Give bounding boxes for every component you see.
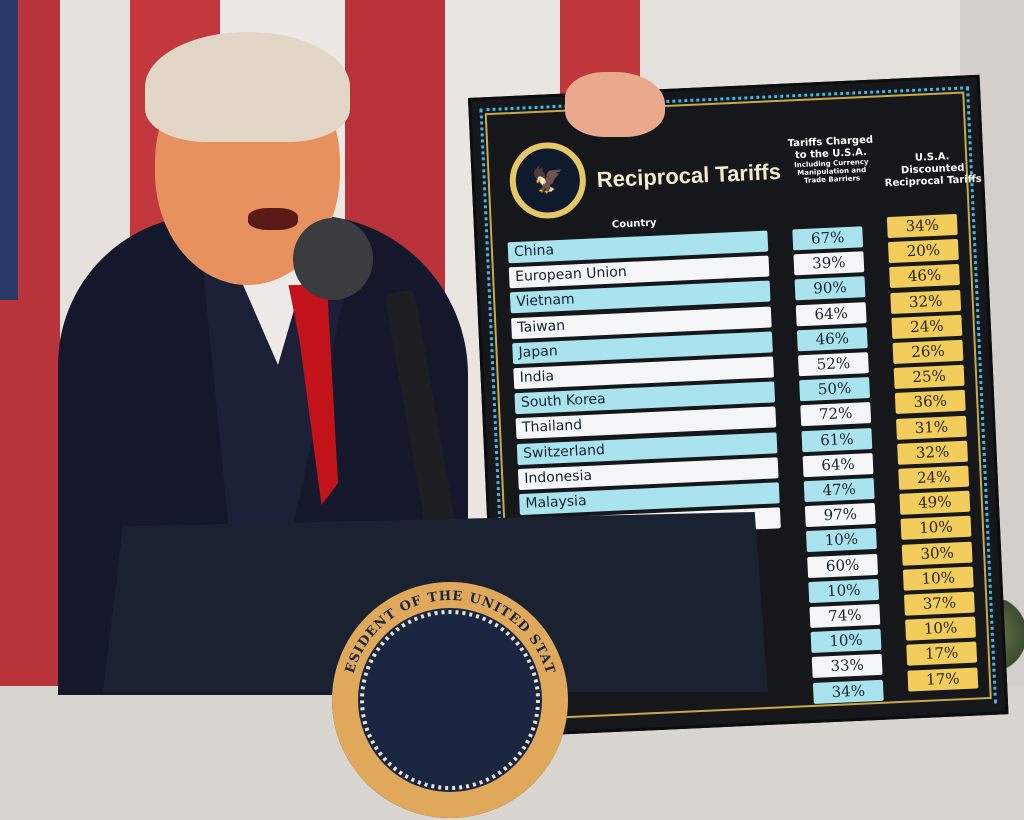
discounted-cell: 30% xyxy=(901,541,973,566)
header-charged-text: Tariffs Charged to the U.S.A. xyxy=(787,134,874,161)
mouth xyxy=(248,208,298,230)
charged-cell: 67% xyxy=(792,226,864,251)
discounted-cell: 32% xyxy=(890,289,962,314)
discounted-cell: 34% xyxy=(886,213,958,239)
discounted-cell: 31% xyxy=(895,415,967,440)
hand xyxy=(565,72,665,137)
discounted-cell: 10% xyxy=(905,616,977,641)
hair xyxy=(145,32,350,142)
charged-cell: 64% xyxy=(802,452,874,477)
podium-seal: PRESIDENT OF THE UNITED STATES xyxy=(324,569,568,818)
charged-cell: 39% xyxy=(793,251,865,276)
charged-cell: 47% xyxy=(803,477,875,503)
discounted-cell: 20% xyxy=(887,239,959,264)
header-charged: Tariffs Charged to the U.S.A. Including C… xyxy=(785,135,877,186)
charged-cell: 64% xyxy=(795,301,867,326)
discounted-cell: 24% xyxy=(898,465,970,490)
discounted-cell: 49% xyxy=(899,490,971,516)
charged-cell: 33% xyxy=(811,654,883,679)
charged-cell: 72% xyxy=(800,402,872,427)
charged-cell: 10% xyxy=(806,528,877,553)
charged-cell: 97% xyxy=(804,503,876,528)
discounted-cell: 36% xyxy=(894,390,966,415)
charged-cell: 74% xyxy=(809,603,881,629)
charged-cell: 52% xyxy=(798,352,869,377)
header-charged-sub: Including Currency Manipulation and Trad… xyxy=(793,157,869,185)
charged-cell: 46% xyxy=(796,326,868,352)
charged-cell: 34% xyxy=(812,679,884,704)
charged-cell: 10% xyxy=(808,578,880,603)
discounted-cell: 46% xyxy=(889,264,961,289)
discounted-cell: 10% xyxy=(900,516,972,541)
header-country: Country xyxy=(611,217,657,231)
discounted-cell: 32% xyxy=(897,440,969,465)
charged-cell: 61% xyxy=(801,427,873,452)
discounted-cell: 17% xyxy=(906,641,978,667)
discounted-cell: 25% xyxy=(893,364,965,390)
discounted-cell: 10% xyxy=(902,566,974,591)
discounted-cell: 37% xyxy=(903,591,975,616)
discounted-cell: 26% xyxy=(892,339,964,364)
charged-cell: 90% xyxy=(794,276,866,301)
charged-cell: 60% xyxy=(807,553,879,578)
discounted-cell: 17% xyxy=(907,667,979,692)
microphone-icon xyxy=(293,218,373,300)
charged-cell: 10% xyxy=(810,629,882,654)
discounted-cell: 24% xyxy=(891,314,963,339)
header-discounted: U.S.A. Discounted Reciprocal Tariffs xyxy=(884,151,982,190)
charged-cell: 50% xyxy=(799,377,871,402)
